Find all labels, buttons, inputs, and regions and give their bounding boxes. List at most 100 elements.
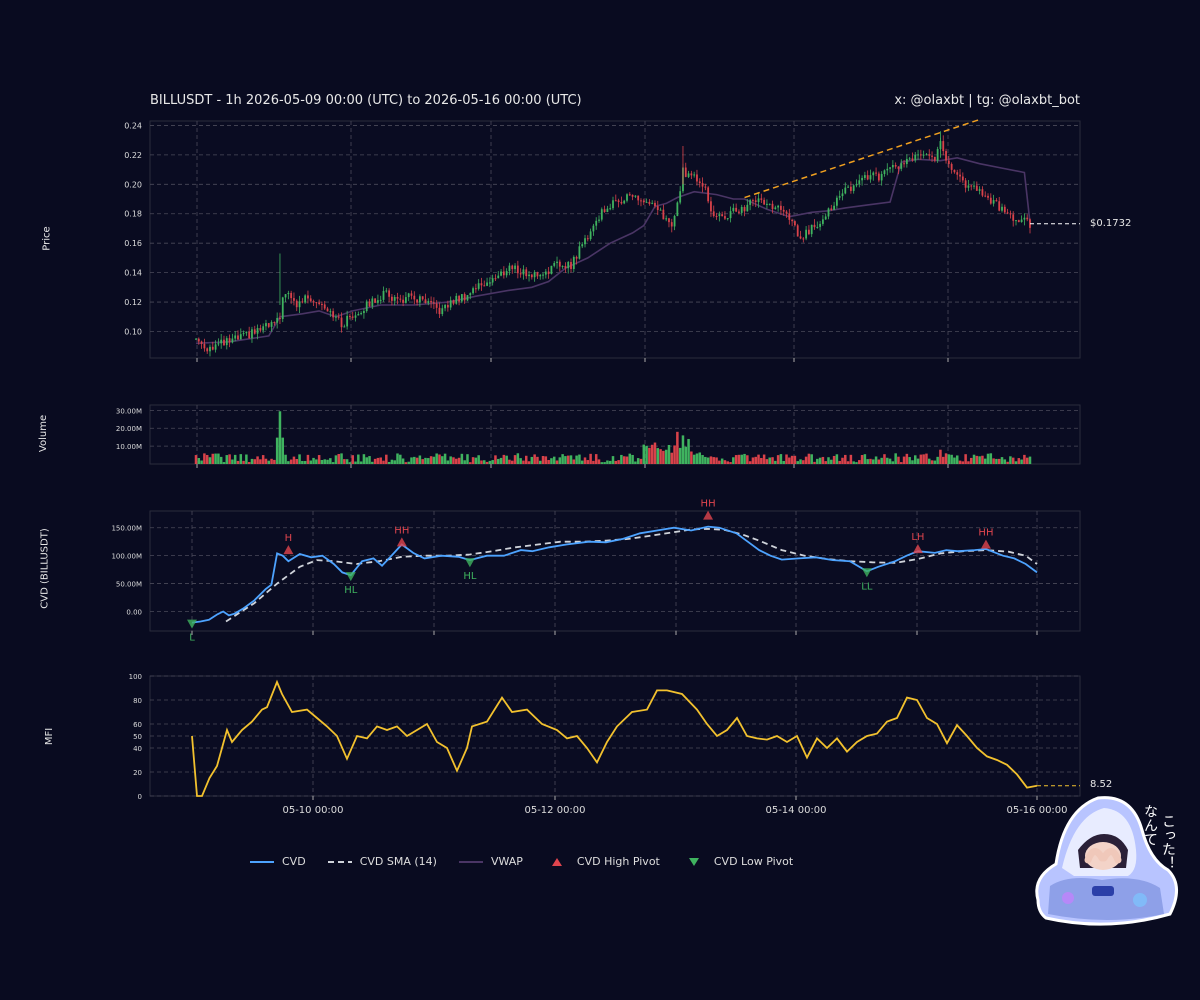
volume-bar [552,456,556,464]
volume-bar [544,456,548,464]
candle-body [704,186,707,188]
candle-body [368,301,371,307]
candle-body [558,261,561,267]
volume-bar [438,454,441,464]
candle-body [861,177,863,181]
volume-bar [331,462,335,464]
candle-body [203,343,206,349]
price-axis-label: Price [41,226,53,251]
candle-body [245,331,248,334]
volume-bar [474,457,478,464]
candle-body [550,265,553,274]
volume-bar [480,460,483,464]
candle-body [561,265,564,267]
volume-bar [802,460,805,464]
candle-body [998,201,1001,211]
volume-bar [606,460,609,464]
candle-body [819,223,822,227]
volume-bar [513,455,517,464]
price-tick-label: 0.10 [124,328,142,337]
candle-body [483,285,486,287]
candle-body [721,214,724,217]
candles-layer [195,118,1080,357]
pivot-label: HH [978,528,993,539]
candle-body [712,211,715,217]
pivot-label: L [189,633,195,644]
candle-body [623,200,626,204]
candle-body [670,222,673,227]
candle-body [360,313,363,315]
candle-body [905,158,908,165]
volume-bar [838,460,841,464]
volume-bar [653,442,657,464]
volume-bar [410,457,413,464]
candle-body [396,297,399,299]
volume-bar [239,454,243,464]
candle-body [821,219,824,224]
volume-bar [200,460,203,464]
volume-bar [760,458,763,464]
price-tick-label: 0.20 [124,180,142,189]
volume-bar [813,461,816,464]
candle-body [516,265,519,274]
volume-bar [855,462,858,464]
candle-body [309,298,312,302]
volume-bar [662,450,665,464]
volume-bar [471,457,475,464]
volume-bar [317,455,321,464]
volume-bar [684,446,688,464]
volume-bar [664,449,668,464]
volume-bar [399,454,402,464]
candle-body [726,218,729,220]
volume-bar [566,455,570,464]
candle-body [953,169,956,173]
volume-bar [746,455,749,464]
candle-body [598,219,600,221]
volume-bar [278,411,282,464]
candle-body [844,187,847,194]
volume-bar [894,453,897,464]
volume-bar [765,459,769,464]
volume-bar [236,460,240,464]
candle-body [617,200,620,202]
mfi-tick-label: 40 [133,745,142,753]
volume-bar [295,459,299,464]
candle-body [284,294,287,298]
volume-bar [522,460,525,464]
candle-body [441,308,444,315]
candle-body [869,175,872,180]
volume-bar [989,453,993,464]
volume-bar [748,461,752,464]
volume-bar [365,457,368,464]
candle-body [463,294,466,301]
volume-bar [863,454,867,464]
candle-body [539,274,542,277]
candle-body [777,205,780,208]
volume-bar [841,457,844,464]
candle-body [253,329,256,334]
cvd-low-pivot [464,558,475,568]
mfi-layer [191,679,1080,797]
candle-body [404,297,407,303]
candle-body [970,185,973,187]
candle-body [992,200,995,204]
candle-body [418,296,421,303]
candle-body [830,208,833,210]
candle-body [668,218,670,223]
candle-body [928,154,931,156]
candle-body [903,163,905,165]
volume-bar [807,453,811,464]
volume-bar [592,460,595,464]
candle-body [357,314,360,316]
volume-bar [886,457,889,464]
candle-body [816,226,819,228]
candle-body [228,338,231,343]
volume-bar [217,453,220,464]
volume-bar [524,455,528,464]
volume-bar [379,457,382,464]
volume-bar [900,462,903,464]
legend-low-pivot-label: CVD Low Pivot [713,855,794,868]
candle-body [332,311,335,318]
candle-body [522,269,525,275]
volume-bar [270,458,273,464]
